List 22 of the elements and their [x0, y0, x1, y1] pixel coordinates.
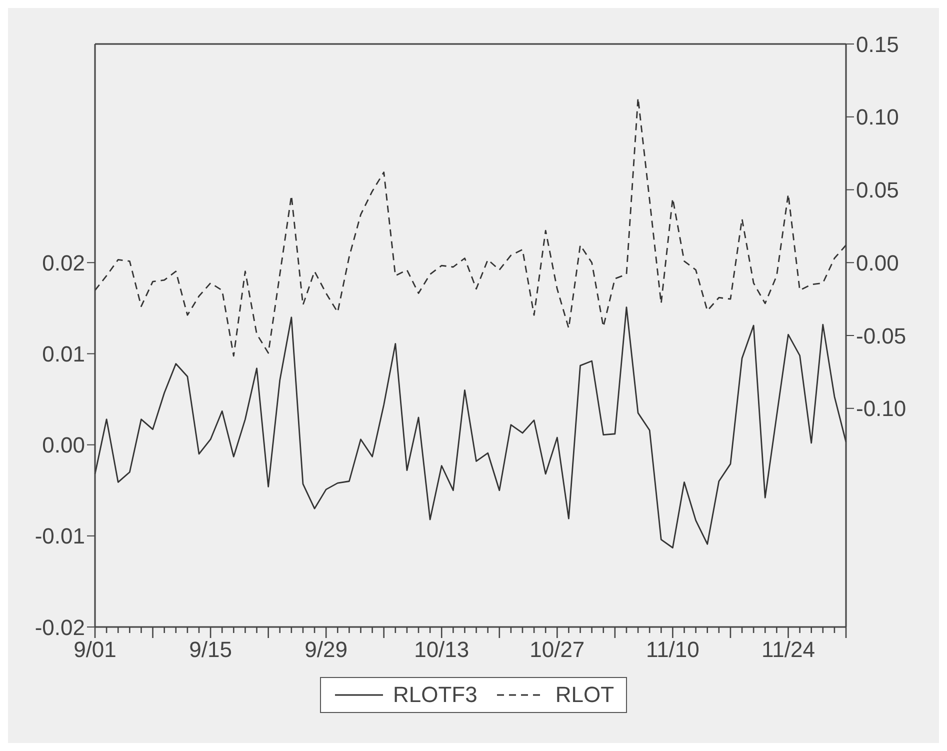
x-tick-label: 10/27: [530, 637, 585, 662]
y2-tick-label: -0.10: [856, 396, 906, 422]
x-tick-label: 10/13: [414, 637, 470, 662]
x-tick-label: 9/29: [304, 637, 348, 662]
x-tick-label: 11/24: [762, 637, 815, 662]
x-tick-label: 9/01: [74, 637, 116, 662]
x-tick-label: 9/15: [189, 637, 232, 662]
y-tick-label: -0.02: [34, 614, 85, 640]
y-tick-label: 0.01: [42, 342, 85, 367]
y-tick-label: 0.02: [42, 250, 85, 276]
legend-label: RLOTF3: [392, 682, 478, 708]
line-series: [94, 306, 847, 548]
y-tick-label: -0.01: [34, 524, 85, 549]
y-tick-label: 0.00: [42, 432, 85, 458]
line-series: [94, 97, 847, 357]
y2-tick-label: -0.05: [856, 323, 906, 348]
x-tick-label: 11/10: [646, 637, 700, 662]
y2-tick-label: 0.00: [856, 250, 899, 276]
y2-tick-label: 0.15: [856, 32, 899, 57]
y2-tick-label: 0.05: [856, 178, 899, 203]
legend-label: RLOT: [555, 682, 614, 708]
y2-tick-label: 0.10: [856, 104, 899, 130]
